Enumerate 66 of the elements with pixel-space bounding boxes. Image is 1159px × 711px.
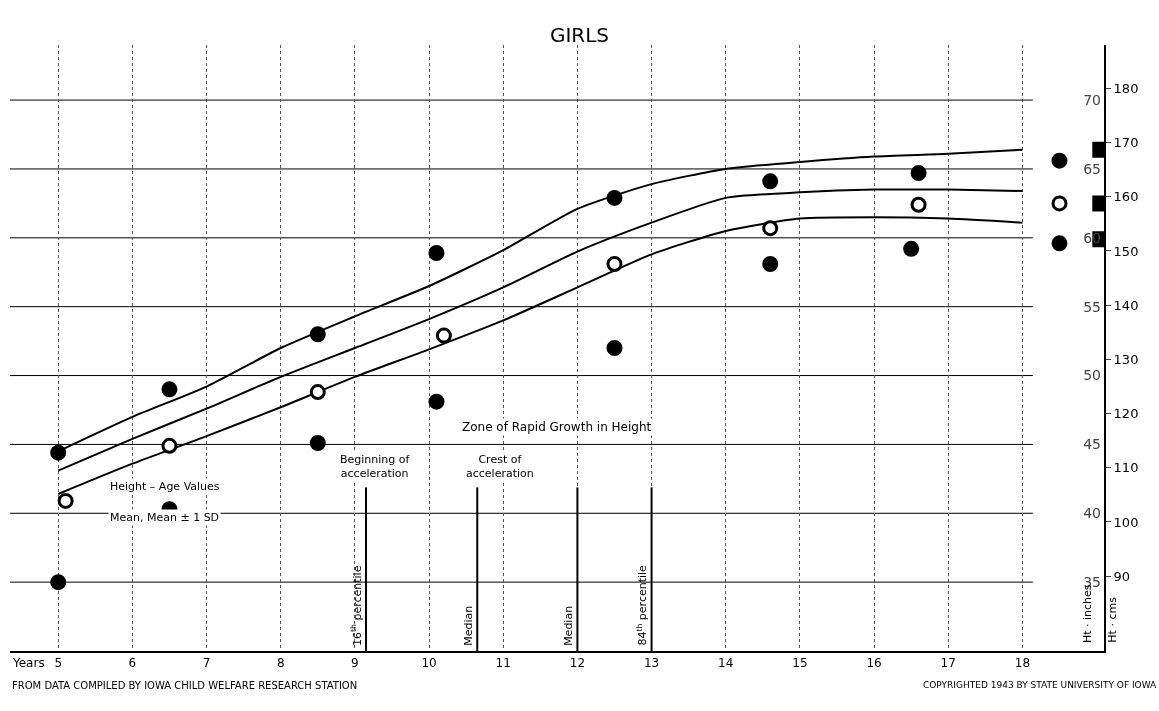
y-tick-label: 50 [1083, 367, 1101, 384]
point [309, 435, 326, 452]
y-tick-label: 40 [1083, 505, 1101, 522]
y2-tick-label: 180 [1113, 80, 1139, 96]
y2-tick-label: 150 [1113, 243, 1139, 259]
point [428, 244, 445, 261]
point [309, 326, 326, 343]
text: FROM DATA COMPILED BY IOWA CHILD WELFARE RESEARCH STATION [12, 680, 358, 691]
ref-line-label: Median [561, 605, 575, 646]
point [50, 444, 67, 461]
y2-axis-title: Ht · cms [1105, 596, 1119, 643]
point [50, 574, 67, 591]
point [606, 340, 623, 356]
annotation: Beginning of acceleration [340, 453, 411, 481]
point [910, 165, 927, 182]
annotation: Crest of acceleration [466, 453, 534, 481]
x-tick-label: 10 [421, 656, 437, 671]
x-tick-label: 17 [940, 656, 956, 671]
y-tick-label: 65 [1083, 160, 1101, 177]
annotation: Mean, Mean ± 1 SD [110, 511, 220, 524]
x-axis-title: Years [12, 656, 45, 670]
point [762, 173, 779, 190]
y2-tick-label: 130 [1113, 351, 1139, 367]
x-tick-label: 5 [54, 656, 63, 671]
y2-tick-label: 160 [1113, 189, 1139, 205]
y2-tick-label: 100 [1113, 514, 1139, 530]
x-tick-label: 12 [569, 656, 586, 671]
x-tick-label: 6 [128, 656, 137, 671]
x-tick-label: 14 [718, 656, 734, 671]
y-tick-label: 70 [1083, 91, 1101, 108]
point [309, 384, 326, 401]
point [161, 381, 178, 398]
x-tick-label: 7 [202, 656, 211, 671]
point [762, 220, 779, 237]
point [910, 196, 927, 213]
x-tick-label: 16 [866, 656, 882, 671]
point [161, 437, 178, 454]
y2-tick-label: 140 [1113, 297, 1139, 313]
annotation: Height – Age Values [110, 480, 220, 493]
point [606, 189, 623, 206]
annotation: Zone of Rapid Growth in Height [462, 420, 652, 434]
y-tick-label: 45 [1083, 436, 1101, 453]
y2-tick-label: 90 [1113, 568, 1131, 584]
y-tick-label: 60 [1083, 229, 1101, 246]
text: COPYRIGHTED 1943 BY STATE UNIVERSITY OF IOWA [923, 680, 1158, 690]
point [1051, 235, 1068, 252]
x-tick-label: 13 [643, 656, 660, 671]
x-tick-label: 8 [276, 656, 285, 671]
x-tick-label: 9 [351, 656, 359, 671]
point [1051, 152, 1068, 169]
point [606, 255, 623, 272]
y2-tick-label: 120 [1113, 406, 1139, 422]
y2-tick-label: 170 [1113, 135, 1139, 151]
point [428, 393, 445, 410]
y2-tick-label: 110 [1113, 460, 1139, 476]
ref-line-label: Median [461, 605, 475, 646]
x-tick-label: 18 [1014, 656, 1031, 671]
point [903, 240, 920, 257]
point [762, 255, 779, 272]
x-tick-label: 15 [792, 656, 808, 671]
point [435, 327, 452, 344]
x-tick-label: 11 [495, 656, 511, 671]
y-tick-label: 55 [1083, 298, 1101, 315]
point [1051, 195, 1068, 212]
point [57, 492, 74, 509]
chart-title: GIRLS [549, 23, 610, 48]
